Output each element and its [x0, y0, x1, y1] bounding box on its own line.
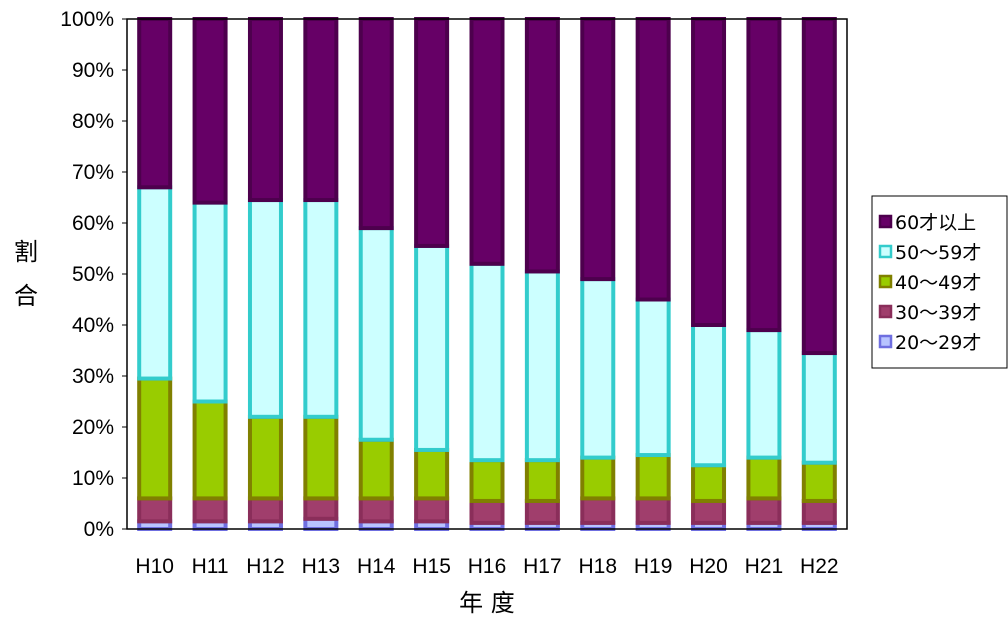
legend-label: 60才以上 [895, 212, 976, 234]
bar-segment [527, 501, 558, 523]
y-tick-label: 0% [84, 518, 114, 541]
bar-segment [748, 458, 779, 499]
bar-segment [748, 19, 779, 330]
legend-label: 50～59才 [895, 242, 981, 264]
bar-segment [305, 200, 336, 417]
x-tick-label: H21 [745, 555, 784, 578]
bar-segment [748, 498, 779, 522]
legend-swatch [880, 336, 891, 347]
bar-segment [139, 379, 170, 499]
y-axis-title-char-2: 合 [14, 282, 38, 310]
legend-swatch [880, 216, 891, 227]
x-axis-ticks: H10 H11 H12 H13 H14 H15 H16 H17 H18 H19 H20 H21 H22 [135, 555, 838, 578]
x-tick-label: H19 [634, 555, 673, 578]
bar-segment [638, 300, 669, 456]
bar-segment [416, 246, 447, 450]
bar-segment [693, 501, 724, 523]
bar-segment [527, 460, 558, 501]
bar-segment [139, 187, 170, 378]
legend-label: 30～39才 [895, 302, 981, 324]
bar-segment [527, 271, 558, 460]
bar-segment [139, 498, 170, 521]
bar-segment [305, 498, 336, 518]
y-tick-label: 30% [72, 365, 114, 388]
legend-swatch [880, 246, 891, 257]
legend: 60才以上 50～59才 40～49才 30～39才 20～29才 [872, 196, 1007, 368]
bar-segment [582, 498, 613, 522]
bar-segment [582, 458, 613, 499]
bar-segment [416, 498, 447, 521]
bar-segment [139, 19, 170, 187]
bar-segment [472, 19, 503, 264]
bar-segment [305, 417, 336, 499]
bar-segment [693, 325, 724, 465]
bar-segment [361, 228, 392, 440]
bar-segment [195, 203, 226, 402]
x-tick-label: H10 [135, 555, 174, 578]
bar-segment [472, 460, 503, 501]
y-tick-label: 60% [72, 212, 114, 235]
bar-segment [582, 19, 613, 279]
bar-segment [195, 19, 226, 203]
bar-segment [638, 498, 669, 522]
x-tick-label: H22 [800, 555, 839, 578]
bar-segment [472, 264, 503, 460]
bar-segment [416, 450, 447, 498]
y-axis-ticks: 0% 10% 20% 30% 40% 50% 60% 70% 80% 90% 100% [60, 8, 127, 541]
x-tick-label: H14 [357, 555, 396, 578]
y-tick-label: 40% [72, 314, 114, 337]
bar-segment [638, 455, 669, 498]
bar-segment [250, 200, 281, 417]
bar-segment [305, 19, 336, 200]
bar-segment [361, 19, 392, 228]
x-tick-label: H11 [192, 555, 229, 578]
bar-segment [361, 440, 392, 499]
legend-swatch [880, 276, 891, 287]
bar-segment [195, 498, 226, 521]
x-tick-label: H20 [689, 555, 728, 578]
bar-segment [804, 353, 835, 463]
legend-label: 40～49才 [895, 272, 981, 294]
bar-segment [693, 19, 724, 325]
bar-segment [582, 279, 613, 458]
y-tick-label: 90% [72, 59, 114, 82]
bar-segment [748, 330, 779, 458]
bar-segment [804, 463, 835, 501]
y-tick-label: 50% [72, 263, 114, 286]
x-tick-label: H18 [579, 555, 618, 578]
bar-segment [472, 501, 503, 523]
bar-segment [804, 19, 835, 353]
x-axis-title: 年 度 [459, 589, 515, 617]
bar-segment [361, 498, 392, 521]
y-axis-title-char-1: 割 [14, 238, 38, 266]
x-tick-label: H17 [523, 555, 562, 578]
x-tick-label: H13 [302, 555, 341, 578]
legend-swatch [880, 306, 891, 317]
y-tick-label: 70% [72, 161, 114, 184]
bars-group [139, 19, 835, 529]
y-tick-label: 10% [72, 467, 114, 490]
y-tick-label: 80% [72, 110, 114, 133]
x-tick-label: H12 [246, 555, 285, 578]
y-tick-label: 100% [60, 8, 114, 31]
bar-segment [804, 501, 835, 523]
y-tick-label: 20% [72, 416, 114, 439]
x-tick-label: H16 [468, 555, 507, 578]
x-tick-label: H15 [412, 555, 451, 578]
bar-segment [416, 19, 447, 246]
bar-segment [250, 417, 281, 499]
bar-segment [638, 19, 669, 300]
bar-segment [693, 465, 724, 501]
bar-segment [250, 498, 281, 521]
bar-segment [195, 402, 226, 499]
bar-segment [250, 19, 281, 200]
bar-segment [527, 19, 558, 271]
legend-label: 20～29才 [895, 332, 981, 354]
